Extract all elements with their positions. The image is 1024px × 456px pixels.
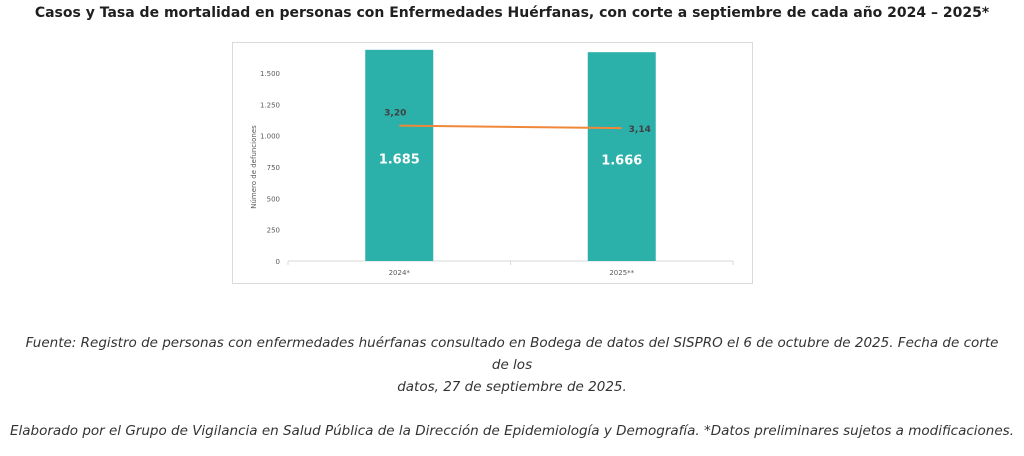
y-axis-title: Número de defunciones xyxy=(250,125,258,209)
rate-value-label: 3,20 xyxy=(384,109,406,119)
y-tick-label: 500 xyxy=(267,195,280,203)
x-tick-label: 2024* xyxy=(389,269,411,277)
chart-container: 0 250 500 750 1.000 1.250 1.500 Número de defun… xyxy=(232,42,753,284)
bar-value-label: 1.685 xyxy=(379,152,420,167)
y-tick-label: 0 xyxy=(276,258,280,266)
source-note: Fuente: Registro de personas con enferme… xyxy=(20,332,1004,398)
rate-value-label: 3,14 xyxy=(629,125,651,135)
y-tick-label: 1.000 xyxy=(260,133,280,141)
y-tick-label: 1.250 xyxy=(260,101,280,109)
y-tick-label: 1.500 xyxy=(260,70,280,78)
chart-svg: 0 250 500 750 1.000 1.250 1.500 Número de defun… xyxy=(250,49,734,277)
bar xyxy=(365,49,434,262)
source-note-line-2: datos, 27 de septiembre de 2025. xyxy=(397,379,627,395)
y-tick-label: 250 xyxy=(267,227,280,235)
chart-title: Casos y Tasa de mortalidad en personas c… xyxy=(34,5,990,21)
bar-value-label: 1.666 xyxy=(601,154,642,169)
source-note-line-1: Fuente: Registro de personas con enferme… xyxy=(25,335,999,373)
bar xyxy=(587,52,656,261)
x-tick-label: 2025** xyxy=(609,269,634,277)
rate-line xyxy=(399,124,622,130)
credit-note: Elaborado por el Grupo de Vigilancia en … xyxy=(10,423,1014,439)
y-tick-label: 750 xyxy=(267,164,280,172)
